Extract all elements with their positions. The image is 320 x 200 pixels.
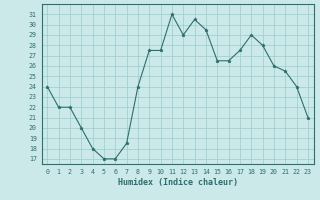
X-axis label: Humidex (Indice chaleur): Humidex (Indice chaleur): [118, 178, 237, 187]
